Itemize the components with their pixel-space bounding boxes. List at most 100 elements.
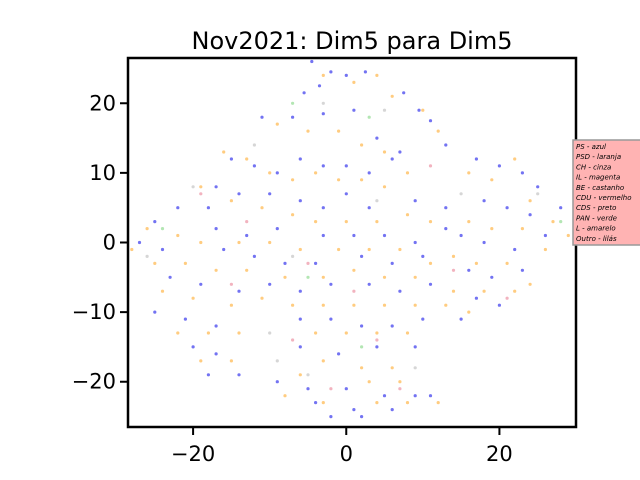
data-point <box>268 171 272 175</box>
data-point <box>513 289 517 293</box>
data-point <box>298 157 302 161</box>
data-point <box>413 275 417 279</box>
data-point <box>245 233 249 238</box>
data-point <box>229 199 233 203</box>
data-point <box>467 310 471 314</box>
data-point <box>137 240 142 245</box>
data-point <box>382 303 387 307</box>
data-point <box>145 254 149 258</box>
legend: PS - azul PSD - laranja CH - cinza IL - mag… <box>572 139 640 246</box>
data-point <box>398 247 402 252</box>
data-point <box>490 275 494 279</box>
data-point <box>275 122 279 126</box>
data-point <box>459 233 463 238</box>
data-point <box>367 282 371 286</box>
data-point <box>497 164 501 168</box>
data-point <box>428 261 433 265</box>
data-point <box>405 401 410 405</box>
data-point <box>291 178 295 182</box>
data-point <box>321 275 325 279</box>
data-point <box>421 317 425 321</box>
data-point <box>302 91 306 95</box>
points-layer <box>130 59 570 419</box>
data-point <box>337 129 341 133</box>
data-point <box>467 268 471 272</box>
data-point <box>352 289 356 293</box>
x-tick-label: 0 <box>340 442 353 466</box>
data-point <box>310 59 314 64</box>
data-point <box>566 233 570 238</box>
data-point <box>444 227 448 231</box>
data-point <box>298 289 302 293</box>
data-point <box>520 171 525 175</box>
data-point <box>352 408 356 412</box>
data-point <box>214 227 218 231</box>
data-point <box>428 119 433 123</box>
data-point <box>275 359 279 363</box>
data-point <box>428 394 433 398</box>
data-point <box>291 254 295 258</box>
data-point <box>222 247 226 252</box>
data-point <box>520 268 525 272</box>
data-point <box>363 70 367 74</box>
data-point <box>490 178 494 182</box>
data-point <box>459 192 463 196</box>
data-point <box>275 171 279 175</box>
data-point <box>214 185 218 189</box>
data-point <box>344 387 348 391</box>
data-point <box>528 199 532 203</box>
data-point <box>306 261 310 265</box>
data-point <box>206 331 210 335</box>
data-point <box>317 84 322 88</box>
data-point <box>513 157 517 161</box>
data-point <box>321 303 325 307</box>
data-point <box>314 261 318 265</box>
data-point <box>513 247 517 252</box>
data-point <box>382 275 387 279</box>
data-point <box>153 261 157 265</box>
data-point <box>321 101 325 105</box>
data-point <box>283 261 287 265</box>
data-point <box>367 206 371 210</box>
data-point <box>337 178 341 182</box>
data-point <box>214 268 218 272</box>
data-point <box>536 192 540 196</box>
data-point <box>375 331 379 335</box>
data-point <box>291 338 295 342</box>
data-point <box>191 345 195 349</box>
data-point <box>375 220 379 224</box>
data-point <box>375 338 379 342</box>
data-point <box>390 366 394 370</box>
data-point <box>344 73 348 77</box>
data-point <box>214 352 218 356</box>
data-point <box>367 171 371 175</box>
data-point <box>543 247 548 252</box>
data-point <box>505 206 509 210</box>
data-point <box>360 415 364 419</box>
data-point <box>520 227 525 231</box>
data-point <box>191 185 195 189</box>
data-point <box>291 101 295 105</box>
legend-entry: BE - castanho <box>576 184 624 192</box>
data-point <box>298 247 302 252</box>
data-point <box>360 345 364 349</box>
data-point <box>160 227 165 231</box>
data-point <box>528 282 532 286</box>
data-point <box>314 171 318 175</box>
data-point <box>252 164 256 168</box>
data-point <box>428 282 433 286</box>
data-point <box>206 373 210 377</box>
data-point <box>352 233 356 238</box>
y-axis: −20 −10 0 10 20 <box>72 91 128 394</box>
legend-entry: PSD - laranja <box>576 153 621 161</box>
data-point <box>344 331 348 335</box>
data-point <box>402 91 406 95</box>
legend-entry: IL - magenta <box>576 174 620 182</box>
legend-entry: Outro - lilás <box>576 235 617 243</box>
x-tick-label: 20 <box>486 442 513 466</box>
data-point <box>390 94 394 98</box>
data-point <box>168 275 172 279</box>
data-point <box>413 199 417 203</box>
data-point <box>421 108 425 112</box>
data-point <box>398 150 402 154</box>
